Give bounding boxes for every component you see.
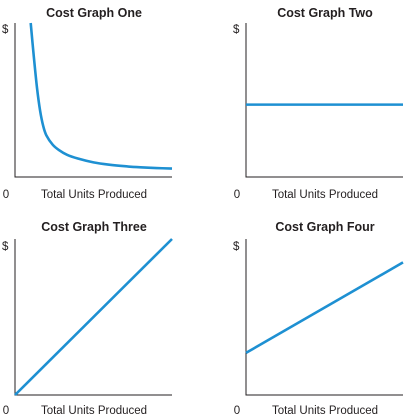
origin-label: 0 [3, 189, 9, 201]
y-axis-label: $ [2, 241, 9, 253]
x-axis-label: Total Units Produced [41, 189, 147, 201]
y-axis-label: $ [233, 24, 240, 36]
chart-title: Cost Graph One [46, 6, 142, 20]
series-layer [245, 261, 404, 355]
chart-title: Cost Graph Two [277, 6, 373, 20]
origin-label: 0 [234, 405, 240, 417]
axis-lines [14, 23, 172, 178]
cost-line [245, 261, 404, 355]
y-axis-label: $ [2, 24, 9, 36]
axis-lines [245, 23, 403, 178]
chart-panel-1: Cost Graph One $ 0 Total Units Produced [2, 6, 173, 201]
series-layer [14, 238, 173, 396]
x-axis-label: Total Units Produced [272, 189, 378, 201]
y-axis-label: $ [233, 241, 240, 253]
cost-line [29, 22, 173, 170]
origin-label: 0 [3, 405, 9, 417]
chart-panel-3: Cost Graph Three $ 0 Total Units Produce… [2, 220, 173, 417]
cost-line [14, 238, 173, 396]
origin-label: 0 [234, 189, 240, 201]
x-axis-label: Total Units Produced [41, 405, 147, 417]
chart-panel-2: Cost Graph Two $ 0 Total Units Produced [233, 6, 403, 201]
axis-lines [245, 239, 403, 396]
x-axis-label: Total Units Produced [272, 405, 378, 417]
series-layer [29, 22, 173, 170]
chart-title: Cost Graph Three [41, 220, 147, 234]
chart-panel-4: Cost Graph Four $ 0 Total Units Produced [233, 220, 404, 417]
chart-title: Cost Graph Four [275, 220, 374, 234]
